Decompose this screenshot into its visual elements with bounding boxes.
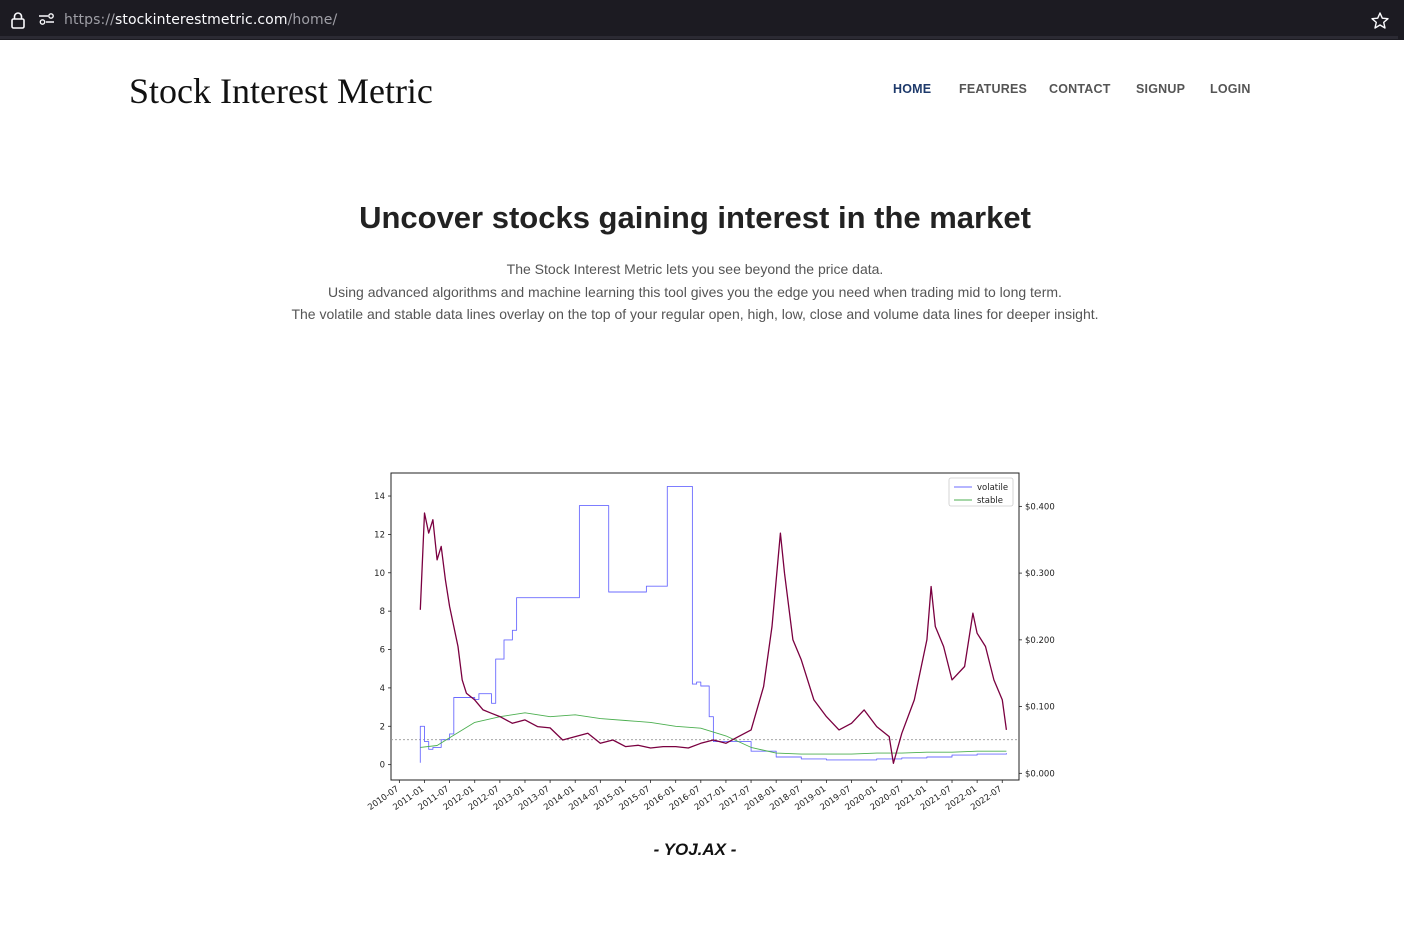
site-brand[interactable]: Stock Interest Metric [129,71,433,111]
url-host: stockinterestmetric.com [114,12,288,28]
hero-line: The Stock Interest Metric lets you see b… [506,261,884,277]
nav-login-link[interactable]: LOGIN [1210,82,1251,96]
bookmark-star-icon[interactable] [1370,11,1390,31]
lock-icon[interactable] [10,11,26,29]
nav-home-link[interactable]: HOME [893,82,932,96]
y-left-tick-label: 0 [380,761,385,771]
y-right-tick-label: $0.400 [1025,502,1055,512]
permissions-icon[interactable] [38,12,56,26]
plot-area [390,472,1020,781]
y-left-tick-label: 10 [374,569,385,579]
y-left-tick-label: 14 [374,492,385,502]
series-price-line [419,512,1008,764]
url-scheme: https:// [64,12,115,28]
nav-contact-link[interactable]: CONTACT [1049,82,1111,96]
legend-label-volatile: volatile [977,483,1008,493]
y-right-tick-label: $0.100 [1025,703,1055,713]
stock-chart-svg: 0 2 4 6 8 10 12 14 $0.000 $0.100 $0.200 $0.300 $0.40… [366,472,1055,813]
hero-title: Uncover stocks gaining interest in the m… [359,200,1031,235]
hero-description: The Stock Interest Metric lets you see b… [0,258,1390,326]
stock-chart: 0 2 4 6 8 10 12 14 $0.000 $0.100 $0.200 $0.300 $0.40… [355,465,1060,825]
y-left-tick-label: 4 [380,684,385,694]
browser-toolbar: https://stockinterestmetric.com/home/ [0,0,1404,40]
y-right-tick-label: $0.300 [1025,569,1055,579]
legend-label-stable: stable [977,496,1003,506]
nav-signup-link[interactable]: SIGNUP [1136,82,1186,96]
hero-line: Using advanced algorithms and machine le… [328,283,1062,300]
y-left-tick-label: 2 [380,722,385,732]
y-right-tick-label: $0.200 [1025,636,1055,646]
legend-box [948,477,1014,507]
series-volatile-line [419,485,1007,763]
y-right-tick-label: $0.000 [1025,769,1055,779]
nav-features-link[interactable]: FEATURES [959,82,1028,96]
address-bar[interactable]: https://stockinterestmetric.com/home/ [0,2,1398,39]
y-left-tick-label: 8 [380,607,385,617]
url-text[interactable]: https://stockinterestmetric.com/home/ [64,12,337,28]
ticker-caption: - YOJ.AX - [653,840,737,859]
y-left-tick-label: 6 [380,646,385,656]
hero-line: The volatile and stable data lines overl… [291,306,1099,322]
url-path: /home/ [287,12,338,28]
y-left-tick-label: 12 [374,530,385,540]
